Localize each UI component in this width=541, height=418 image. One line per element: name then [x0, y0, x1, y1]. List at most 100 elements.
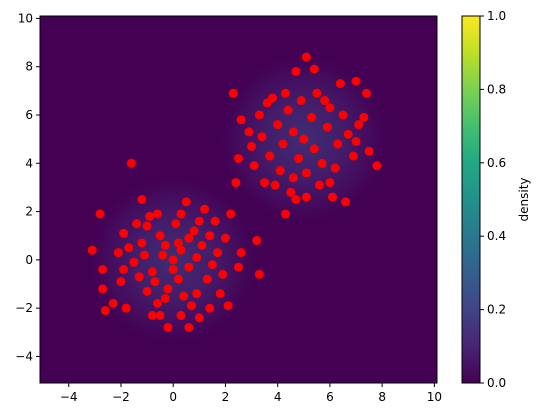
scatter-point — [179, 291, 189, 301]
scatter-point — [228, 88, 238, 98]
scatter-point — [320, 96, 330, 106]
y-tick-label: 10 — [18, 11, 33, 25]
scatter-point — [260, 178, 270, 188]
y-tick-label: −4 — [15, 349, 33, 363]
scatter-point — [343, 129, 353, 139]
scatter-point — [160, 240, 170, 250]
scatter-point — [95, 209, 105, 219]
scatter-point — [307, 112, 317, 122]
scatter-point — [249, 161, 259, 171]
scatter-point — [210, 216, 220, 226]
scatter-point — [281, 88, 291, 98]
y-tick-label: −2 — [15, 301, 33, 315]
scatter-point — [275, 166, 285, 176]
scatter-point — [354, 120, 364, 130]
scatter-point — [168, 265, 178, 275]
scatter-point — [301, 168, 311, 178]
scatter-point — [205, 231, 215, 241]
x-tick-label: 2 — [222, 390, 230, 404]
scatter-point — [158, 250, 168, 260]
scatter-point — [296, 96, 306, 106]
colorbar — [461, 15, 481, 384]
scatter-point — [116, 277, 126, 287]
scatter-point — [254, 110, 264, 120]
scatter-point — [278, 139, 288, 149]
scatter-point — [119, 228, 129, 238]
scatter-point — [286, 187, 296, 197]
scatter-point — [155, 310, 165, 320]
scatter-point — [137, 238, 147, 248]
scatter-point — [372, 161, 382, 171]
scatter-point — [173, 274, 183, 284]
scatter-point — [171, 219, 181, 229]
scatter-point — [150, 277, 160, 287]
y-tick-label: 8 — [25, 60, 33, 74]
scatter-point — [291, 67, 301, 77]
scatter-point — [338, 110, 348, 120]
scatter-point — [100, 306, 110, 316]
scatter-point — [176, 209, 186, 219]
x-tick-label: −2 — [112, 390, 130, 404]
scatter-point — [98, 284, 108, 294]
scatter-point — [301, 52, 311, 62]
scatter-point — [142, 221, 152, 231]
scatter-point — [218, 269, 228, 279]
y-tick-label: 4 — [25, 156, 33, 170]
scatter-point — [126, 158, 136, 168]
scatter-point — [129, 257, 139, 267]
scatter-point — [192, 289, 202, 299]
scatter-point — [213, 248, 223, 258]
scatter-point — [226, 209, 236, 219]
scatter-point — [265, 151, 275, 161]
x-tick-label: 6 — [326, 390, 334, 404]
scatter-point — [281, 209, 291, 219]
scatter-point — [184, 322, 194, 332]
scatter-point — [124, 243, 134, 253]
scatter-point — [317, 158, 327, 168]
scatter-point — [142, 286, 152, 296]
scatter-point — [244, 127, 254, 137]
scatter-point — [145, 211, 155, 221]
scatter-point — [247, 141, 257, 151]
scatter-point — [184, 262, 194, 272]
scatter-point — [176, 310, 186, 320]
scatter-point — [288, 127, 298, 137]
scatter-point — [254, 269, 264, 279]
scatter-point — [299, 134, 309, 144]
x-tick-label: 4 — [274, 390, 282, 404]
scatter-point — [283, 105, 293, 115]
scatter-point — [202, 274, 212, 284]
scatter-point — [194, 216, 204, 226]
x-tick-label: 8 — [378, 390, 386, 404]
scatter-point — [163, 284, 173, 294]
scatter-point — [223, 301, 233, 311]
scatter-point — [137, 195, 147, 204]
scatter-point — [189, 226, 199, 236]
scatter-point — [301, 192, 311, 202]
scatter-point — [348, 151, 358, 161]
scatter-point — [322, 122, 332, 132]
scatter-point — [119, 265, 129, 275]
colorbar-tick-label: 0.8 — [487, 82, 506, 96]
scatter-point — [273, 120, 283, 130]
scatter-point — [155, 231, 165, 241]
scatter-point — [153, 209, 163, 219]
heatmap-background — [40, 16, 437, 383]
scatter-point — [200, 204, 210, 214]
y-tick-label: 6 — [25, 108, 33, 122]
scatter-point — [262, 98, 272, 108]
colorbar-tick-label: 0.0 — [487, 376, 506, 390]
scatter-point — [359, 112, 369, 122]
colorbar-tick-label: 0.4 — [487, 229, 506, 243]
scatter-point — [176, 245, 186, 255]
scatter-point — [197, 240, 207, 250]
scatter-point — [139, 250, 149, 260]
scatter-point — [294, 153, 304, 163]
scatter-point — [194, 313, 204, 323]
scatter-point — [108, 298, 118, 308]
scatter-point — [325, 178, 335, 188]
scatter-point — [325, 103, 335, 113]
x-tick-label: 10 — [427, 390, 442, 404]
scatter-point — [291, 195, 301, 204]
colorbar-tick-label: 0.6 — [487, 156, 506, 170]
